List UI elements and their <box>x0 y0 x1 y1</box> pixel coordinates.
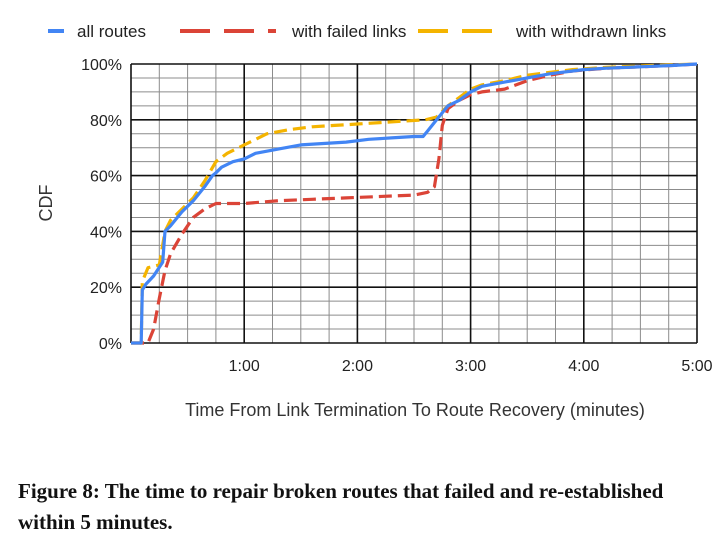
legend-label: all routes <box>77 22 146 41</box>
y-tick-label: 60% <box>90 169 122 186</box>
legend-label: with failed links <box>291 22 406 41</box>
series-line-with-failed-links <box>131 62 698 345</box>
x-tick-label: 1:00 <box>229 358 260 375</box>
y-tick-label: 0% <box>99 336 122 353</box>
series-line-all-routes <box>131 62 698 345</box>
x-axis-title: Time From Link Termination To Route Reco… <box>185 400 645 420</box>
series-line-with-withdrawn-links <box>131 62 698 345</box>
y-tick-label: 20% <box>90 280 122 297</box>
y-tick-label: 100% <box>81 57 122 74</box>
x-tick-label: 3:00 <box>455 358 486 375</box>
legend-label: with withdrawn links <box>515 22 666 41</box>
cdf-line-chart: all routes with failed links with withdraw… <box>36 22 713 420</box>
x-axis-ticks: 1:00 2:00 3:00 4:00 5:00 <box>229 358 713 375</box>
chart-legend: all routes with failed links with withdraw… <box>48 22 666 41</box>
series-lines <box>131 62 698 345</box>
x-tick-label: 4:00 <box>568 358 599 375</box>
y-tick-label: 40% <box>90 224 122 241</box>
x-tick-label: 2:00 <box>342 358 373 375</box>
figure-caption: Figure 8: The time to repair broken rout… <box>18 479 664 534</box>
x-tick-label: 5:00 <box>681 358 712 375</box>
y-tick-label: 80% <box>90 113 122 130</box>
y-axis-title: CDF <box>36 185 56 222</box>
y-axis-ticks: 0% 20% 40% 60% 80% 100% <box>81 57 122 353</box>
